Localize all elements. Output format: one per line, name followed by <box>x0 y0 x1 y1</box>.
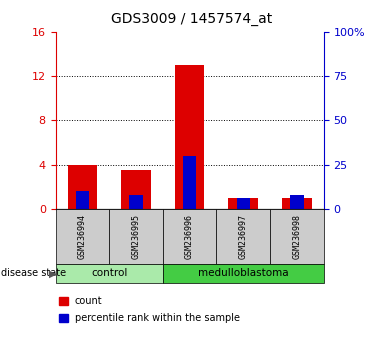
Bar <box>129 195 142 209</box>
Bar <box>175 65 205 209</box>
Text: GSM236995: GSM236995 <box>131 214 141 259</box>
Bar <box>67 165 97 209</box>
Text: GSM236996: GSM236996 <box>185 214 194 259</box>
Bar <box>121 170 151 209</box>
Text: medulloblastoma: medulloblastoma <box>198 268 288 279</box>
Bar <box>282 198 312 209</box>
Text: control: control <box>91 268 127 279</box>
Text: GSM236998: GSM236998 <box>292 214 301 259</box>
Bar <box>237 198 250 209</box>
Text: GDS3009 / 1457574_at: GDS3009 / 1457574_at <box>111 12 272 27</box>
Text: GSM236997: GSM236997 <box>239 214 248 259</box>
Bar <box>183 156 196 209</box>
Bar <box>76 191 89 209</box>
Bar <box>290 195 304 209</box>
Bar <box>228 198 258 209</box>
Text: percentile rank within the sample: percentile rank within the sample <box>75 313 240 323</box>
Text: count: count <box>75 296 102 306</box>
Text: GSM236994: GSM236994 <box>78 214 87 259</box>
Text: ▶: ▶ <box>49 268 57 279</box>
Text: disease state: disease state <box>1 268 66 279</box>
